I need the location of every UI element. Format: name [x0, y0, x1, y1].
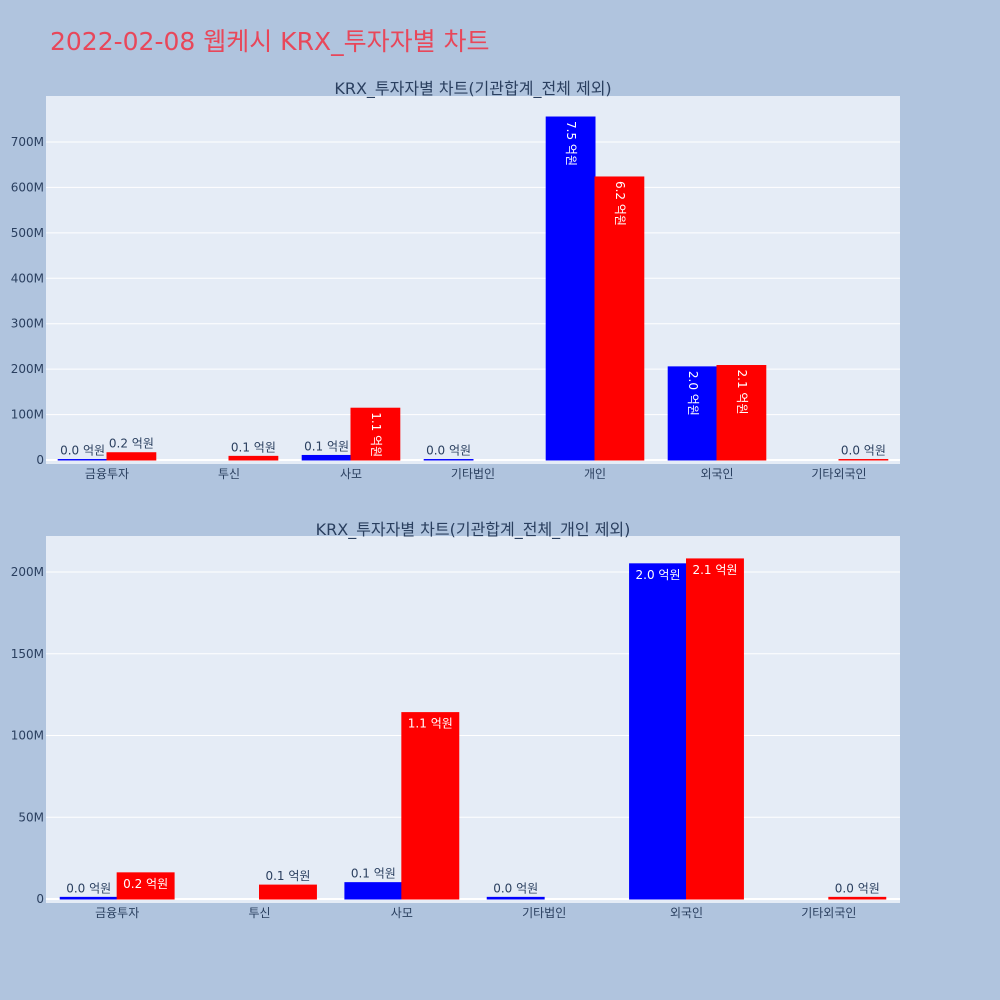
bar [59, 896, 118, 900]
x-tick-label: 외국인 [700, 467, 733, 481]
y-tick-label: 500M [11, 226, 44, 240]
x-tick-label: 금융투자 [95, 906, 139, 920]
y-tick-label: 100M [11, 729, 44, 743]
data-label: 2.1 억원 [692, 563, 737, 577]
y-tick-label: 200M [11, 565, 44, 579]
y-tick-label: 100M [11, 408, 44, 422]
data-label: 2.0 억원 [686, 371, 700, 416]
y-tick-label: 600M [11, 180, 44, 194]
data-label: 0.1 억원 [265, 869, 310, 883]
data-label: 0.0 억원 [493, 881, 538, 895]
data-label: 0.2 억원 [109, 437, 154, 451]
bar [301, 454, 352, 461]
data-label: 0.0 억원 [841, 444, 886, 458]
data-label: 6.2 억원 [613, 181, 627, 226]
x-tick-label: 투신 [218, 467, 240, 481]
data-label: 2.0 억원 [636, 568, 681, 582]
bar [629, 563, 687, 900]
data-label: 0.1 억원 [231, 440, 276, 454]
bar [106, 452, 157, 461]
bar [401, 712, 460, 900]
data-label: 0.0 억원 [835, 881, 880, 895]
bar [116, 872, 175, 900]
y-tick-label: 150M [11, 647, 44, 661]
x-tick-label: 기타외국인 [801, 906, 856, 920]
data-label: 1.1 억원 [408, 717, 453, 731]
chart-title: KRX_투자자별 차트(기관합계_전체 제외) [334, 79, 611, 99]
y-tick-label: 200M [11, 362, 44, 376]
data-label: 0.2 억원 [123, 877, 168, 891]
x-tick-label: 기타법인 [451, 467, 495, 481]
bar [716, 365, 767, 461]
bar [828, 896, 887, 900]
y-tick-label: 0 [36, 892, 44, 906]
bar [594, 176, 645, 461]
y-tick-label: 700M [11, 135, 44, 149]
chart-title: KRX_투자자별 차트(기관합계_전체_개인 제외) [316, 520, 631, 540]
x-tick-label: 사모 [340, 467, 362, 481]
page-title: 2022-02-08 웹케시 KRX_투자자별 차트 [50, 27, 490, 56]
x-tick-label: 사모 [391, 906, 413, 920]
plot-area [46, 536, 900, 903]
data-label: 0.1 억원 [304, 439, 349, 453]
bar [259, 884, 317, 900]
data-label: 1.1 억원 [369, 412, 383, 457]
data-label: 7.5 억원 [564, 121, 578, 166]
plot-area [46, 96, 900, 464]
x-tick-label: 투신 [248, 906, 270, 920]
bar [486, 896, 545, 900]
data-label: 0.0 억원 [66, 881, 111, 895]
x-tick-label: 금융투자 [85, 467, 129, 481]
y-tick-label: 400M [11, 271, 44, 285]
y-tick-label: 0 [36, 453, 44, 467]
y-tick-label: 50M [18, 810, 44, 824]
x-tick-label: 개인 [584, 467, 606, 481]
bar [545, 116, 596, 461]
bar [228, 455, 279, 461]
bar [344, 882, 403, 900]
bar [686, 558, 744, 900]
chart-2: 0 50M 100M 150M 200M KRX_투자자별 차트(기관합계_전체_개인 제… [11, 520, 900, 920]
data-label: 2.1 억원 [735, 370, 749, 415]
data-label: 0.1 억원 [351, 867, 396, 881]
data-label: 0.0 억원 [60, 444, 105, 458]
x-tick-label: 기타법인 [522, 906, 566, 920]
x-tick-label: 외국인 [670, 906, 703, 920]
y-tick-label: 300M [11, 317, 44, 331]
data-label: 0.0 억원 [426, 444, 471, 458]
bar [350, 407, 401, 461]
x-tick-label: 기타외국인 [811, 467, 866, 481]
chart-1: 0 100M 200M 300M 400M 500M 600M 700M KRX_투자자별 차트… [11, 79, 900, 481]
